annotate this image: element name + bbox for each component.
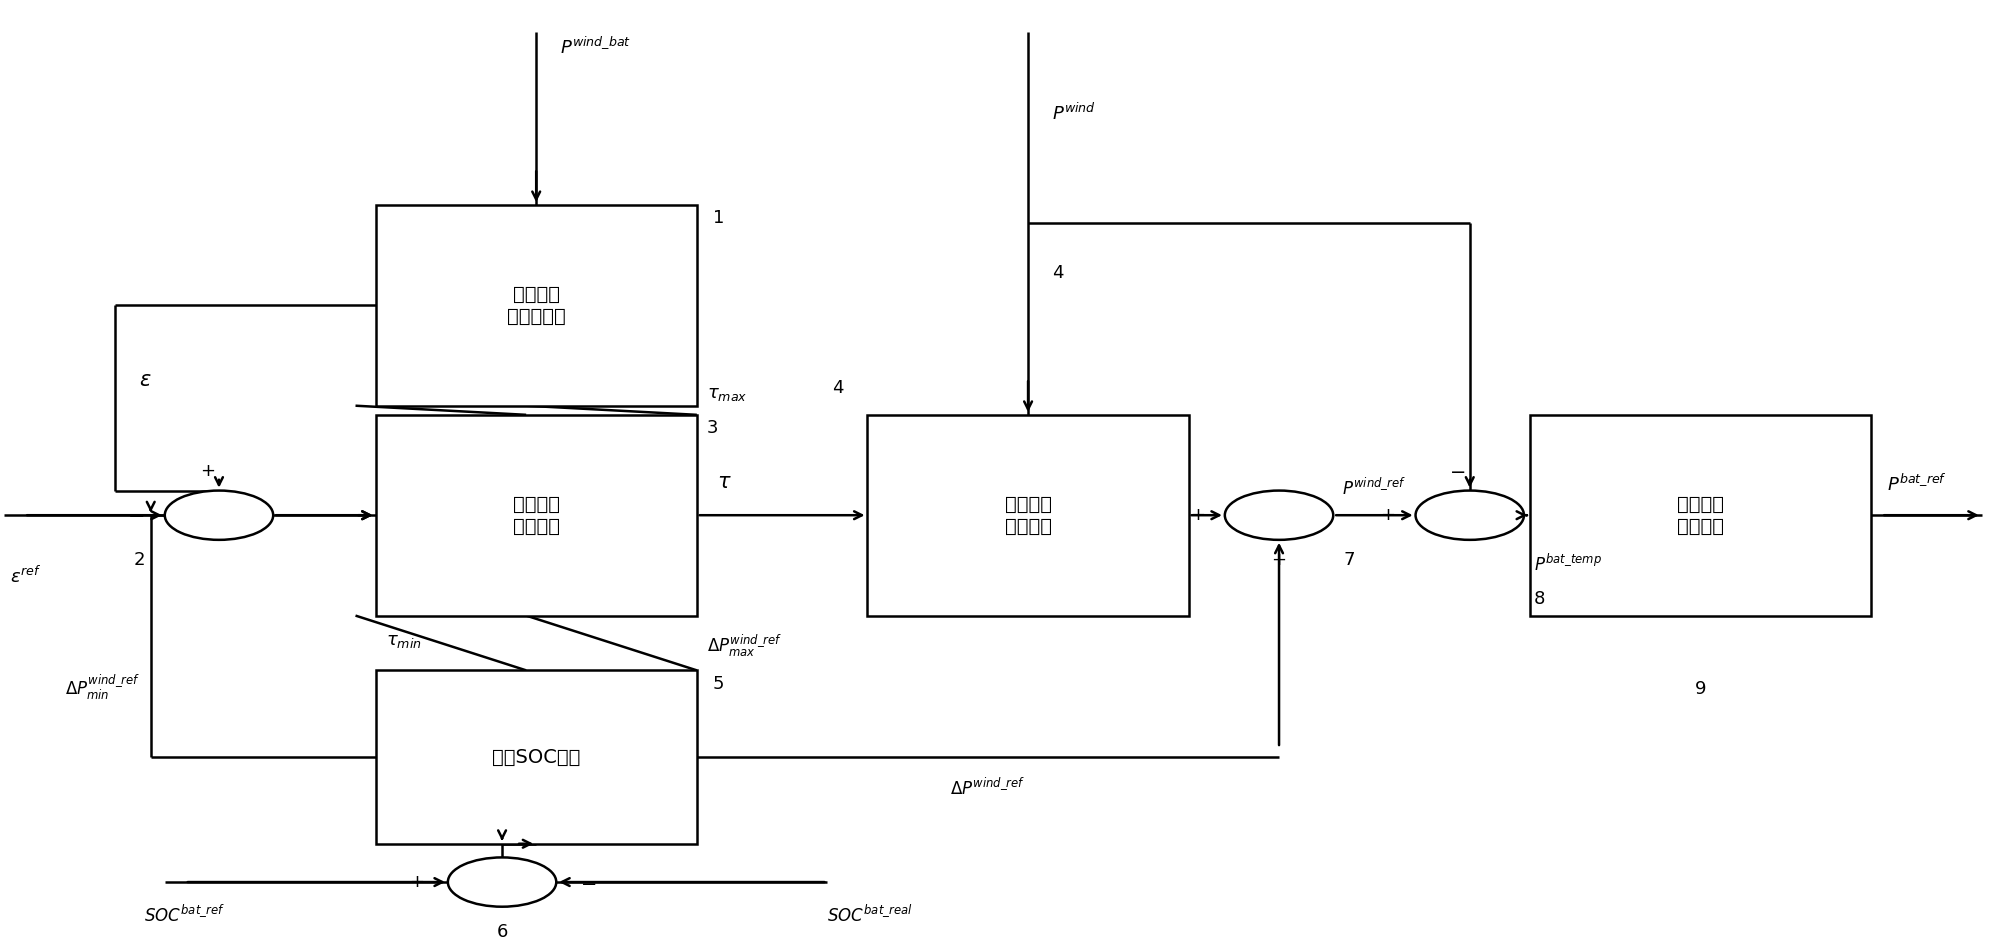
Text: 一阶数字
低通滤波: 一阶数字 低通滤波 bbox=[1004, 495, 1052, 535]
Text: $+$: $+$ bbox=[200, 462, 216, 480]
Text: $\Delta P_{min}^{wind\_ref}$: $\Delta P_{min}^{wind\_ref}$ bbox=[65, 673, 141, 702]
Text: $P^{wind\_ref}$: $P^{wind\_ref}$ bbox=[1343, 478, 1407, 498]
Text: $-$: $-$ bbox=[1450, 461, 1466, 480]
Text: $+$: $+$ bbox=[1381, 506, 1395, 524]
Text: 风储并网
功率波动率: 风储并网 功率波动率 bbox=[506, 285, 566, 326]
Text: 滤波时间
常数调节: 滤波时间 常数调节 bbox=[512, 495, 560, 535]
Text: $\Delta P_{max}^{wind\_ref}$: $\Delta P_{max}^{wind\_ref}$ bbox=[708, 632, 782, 659]
Text: $-$: $-$ bbox=[581, 872, 597, 891]
Circle shape bbox=[1415, 491, 1524, 540]
Text: $\Delta P^{wind\_ref}$: $\Delta P^{wind\_ref}$ bbox=[950, 777, 1026, 799]
Bar bbox=[867, 414, 1189, 615]
Text: $\tau_{max}$: $\tau_{max}$ bbox=[708, 385, 748, 403]
Text: $+$: $+$ bbox=[1189, 506, 1206, 524]
Text: $SOC^{bat\_real}$: $SOC^{bat\_real}$ bbox=[827, 905, 913, 926]
Text: 4: 4 bbox=[1052, 264, 1064, 282]
Text: 储能SOC调节: 储能SOC调节 bbox=[492, 748, 581, 767]
Text: $\varepsilon^{ref}$: $\varepsilon^{ref}$ bbox=[10, 565, 42, 586]
Text: $P^{wind}$: $P^{wind}$ bbox=[1052, 103, 1097, 125]
Text: $-$: $-$ bbox=[127, 505, 145, 525]
Text: $\varepsilon$: $\varepsilon$ bbox=[139, 370, 151, 390]
Circle shape bbox=[165, 491, 274, 540]
Text: $P^{bat\_temp}$: $P^{bat\_temp}$ bbox=[1534, 553, 1603, 575]
Text: 6: 6 bbox=[496, 923, 508, 941]
Text: $\tau_{min}$: $\tau_{min}$ bbox=[385, 632, 421, 650]
Text: 4: 4 bbox=[833, 379, 843, 396]
Text: 8: 8 bbox=[1534, 590, 1546, 608]
Bar bbox=[375, 670, 698, 844]
Text: $+$: $+$ bbox=[1272, 550, 1286, 569]
Bar bbox=[1530, 414, 1871, 615]
Text: 储能功率
给定校核: 储能功率 给定校核 bbox=[1677, 495, 1724, 535]
Text: 9: 9 bbox=[1695, 680, 1706, 698]
Text: 2: 2 bbox=[133, 550, 145, 569]
Text: $SOC^{bat\_ref}$: $SOC^{bat\_ref}$ bbox=[145, 905, 226, 926]
Text: $P^{wind\_bat}$: $P^{wind\_bat}$ bbox=[560, 36, 631, 58]
Text: 3: 3 bbox=[708, 419, 718, 437]
Bar bbox=[375, 205, 698, 406]
Text: $+$: $+$ bbox=[409, 873, 423, 891]
Text: $\tau$: $\tau$ bbox=[718, 472, 732, 493]
Text: $P^{bat\_ref}$: $P^{bat\_ref}$ bbox=[1887, 474, 1947, 496]
Text: 7: 7 bbox=[1343, 550, 1355, 569]
Circle shape bbox=[1226, 491, 1333, 540]
Bar bbox=[375, 414, 698, 615]
Text: 1: 1 bbox=[714, 210, 724, 228]
Text: 5: 5 bbox=[714, 675, 724, 693]
Circle shape bbox=[448, 857, 556, 906]
